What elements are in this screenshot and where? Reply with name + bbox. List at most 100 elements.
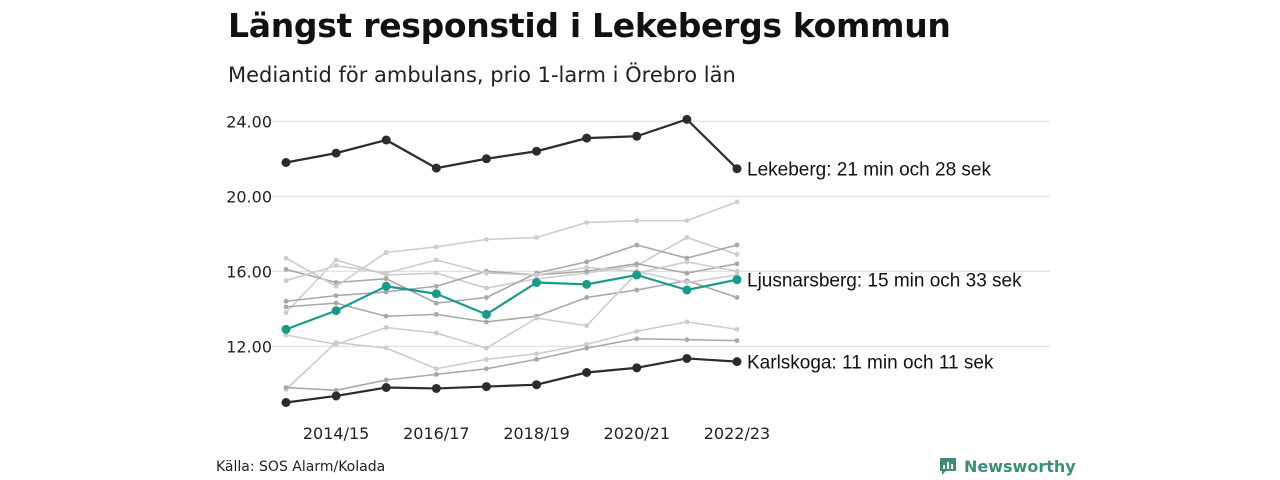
background-series-point bbox=[584, 295, 590, 300]
ljusnarsberg-point bbox=[281, 324, 291, 334]
background-series-point bbox=[634, 261, 640, 267]
x-tick-label: 2020/21 bbox=[604, 424, 670, 443]
background-series-point bbox=[333, 283, 339, 289]
background-series-point bbox=[283, 278, 289, 284]
background-series-point bbox=[584, 323, 590, 329]
background-series-line bbox=[285, 261, 738, 349]
background-series-point bbox=[634, 328, 640, 334]
lekeberg-point bbox=[331, 148, 341, 158]
background-series-point bbox=[433, 244, 439, 250]
lekeberg-point bbox=[532, 146, 542, 156]
background-series-point bbox=[534, 235, 539, 240]
lekeberg-label: Lekeberg: 21 min och 28 sek bbox=[747, 160, 991, 181]
background-series-point bbox=[584, 341, 590, 347]
background-series-point bbox=[734, 261, 740, 267]
background-series-point bbox=[534, 315, 539, 321]
karlskoga-point bbox=[532, 380, 542, 390]
karlskoga-point bbox=[632, 363, 642, 373]
background-series-line bbox=[285, 262, 738, 303]
brand-name: Newsworthy bbox=[964, 456, 1076, 476]
karlskoga-point bbox=[431, 383, 441, 393]
background-series-point bbox=[283, 385, 289, 390]
background-series-line bbox=[285, 337, 738, 392]
karlskoga-point bbox=[331, 391, 341, 401]
background-series-point bbox=[684, 259, 690, 265]
background-series-point bbox=[383, 276, 389, 282]
x-tick-label: 2014/15 bbox=[303, 424, 369, 443]
background-series-point bbox=[383, 345, 389, 351]
background-series-point bbox=[684, 280, 690, 285]
y-tick-label: 12.00 bbox=[226, 337, 272, 356]
background-series-line bbox=[285, 279, 738, 323]
background-series-point bbox=[684, 270, 690, 276]
background-series-point bbox=[684, 235, 690, 240]
background-series-point bbox=[383, 270, 389, 276]
background-series-point bbox=[433, 257, 439, 263]
y-tick-label: 24.00 bbox=[226, 112, 272, 131]
background-series-point bbox=[534, 356, 539, 362]
background-series-point bbox=[684, 255, 690, 261]
brand-logo: Newsworthy bbox=[938, 456, 1076, 476]
ljusnarsberg-point bbox=[532, 278, 542, 287]
lekeberg-point bbox=[281, 158, 291, 167]
background-series-point bbox=[383, 313, 389, 319]
lekeberg-point bbox=[582, 133, 592, 143]
background-series-point bbox=[484, 295, 489, 300]
ljusnarsberg-point bbox=[381, 281, 391, 291]
background-series-point bbox=[283, 304, 289, 310]
background-series-point bbox=[634, 218, 640, 224]
ljusnarsberg-point bbox=[431, 289, 441, 299]
lekeberg-point bbox=[431, 163, 441, 173]
karlskoga-point bbox=[381, 383, 391, 392]
x-tick-label: 2018/19 bbox=[503, 424, 569, 443]
background-series-point bbox=[634, 336, 640, 342]
y-tick-label: 16.00 bbox=[226, 262, 272, 281]
background-series-point bbox=[534, 272, 539, 278]
ljusnarsberg-line bbox=[285, 273, 738, 331]
background-series-line bbox=[285, 259, 738, 284]
x-tick-label: 2016/17 bbox=[403, 424, 469, 443]
lekeberg-point bbox=[381, 135, 391, 145]
background-series-point bbox=[484, 319, 489, 325]
background-series-point bbox=[584, 259, 590, 265]
background-series-point bbox=[484, 270, 489, 276]
ljusnarsberg-point bbox=[331, 306, 341, 316]
background-series-point bbox=[584, 265, 590, 270]
background-series-point bbox=[584, 345, 590, 351]
background-series-point bbox=[734, 326, 740, 332]
background-series-point bbox=[734, 251, 740, 257]
background-series-point bbox=[584, 268, 590, 274]
background-series-point bbox=[433, 330, 439, 336]
karlskoga-line bbox=[285, 357, 738, 404]
karlskoga-point bbox=[682, 353, 692, 363]
background-series-point bbox=[333, 263, 339, 269]
background-series-point bbox=[433, 366, 439, 372]
background-series-point bbox=[484, 345, 489, 351]
background-series-point bbox=[283, 255, 289, 261]
background-series-line bbox=[285, 321, 738, 390]
ljusnarsberg-point bbox=[732, 275, 742, 285]
background-series-point bbox=[484, 356, 489, 362]
background-series-point bbox=[383, 325, 389, 330]
background-series-point bbox=[634, 287, 640, 293]
background-series-point bbox=[333, 387, 339, 393]
background-series-point bbox=[433, 270, 439, 276]
background-series-point bbox=[734, 199, 740, 205]
lekeberg-point bbox=[682, 114, 692, 124]
ljusnarsberg-label: Ljusnarsberg: 15 min och 33 sek bbox=[747, 271, 1022, 292]
ljusnarsberg-point bbox=[632, 270, 642, 280]
x-axis-ticks: 2014/15 2016/17 2018/19 2020/21 2022/23 bbox=[303, 424, 770, 443]
background-series-point bbox=[283, 298, 289, 304]
chart-subtitle: Mediantid för ambulans, prio 1-larm i Ör… bbox=[228, 63, 736, 87]
background-series-point bbox=[534, 351, 539, 357]
ljusnarsberg-point bbox=[582, 279, 592, 289]
lekeberg-point bbox=[632, 131, 642, 141]
karlskoga-label: Karlskoga: 11 min och 11 sek bbox=[747, 353, 994, 374]
chart-title: Längst responstid i Lekebergs kommun bbox=[228, 6, 951, 45]
series-labels: Lekeberg: 21 min och 28 sek Ljusnarsberg:… bbox=[747, 160, 1022, 374]
karlskoga-point bbox=[732, 357, 742, 367]
background-series-point bbox=[484, 236, 489, 242]
background-series-point bbox=[383, 289, 389, 295]
newsworthy-logo-icon bbox=[940, 458, 956, 475]
